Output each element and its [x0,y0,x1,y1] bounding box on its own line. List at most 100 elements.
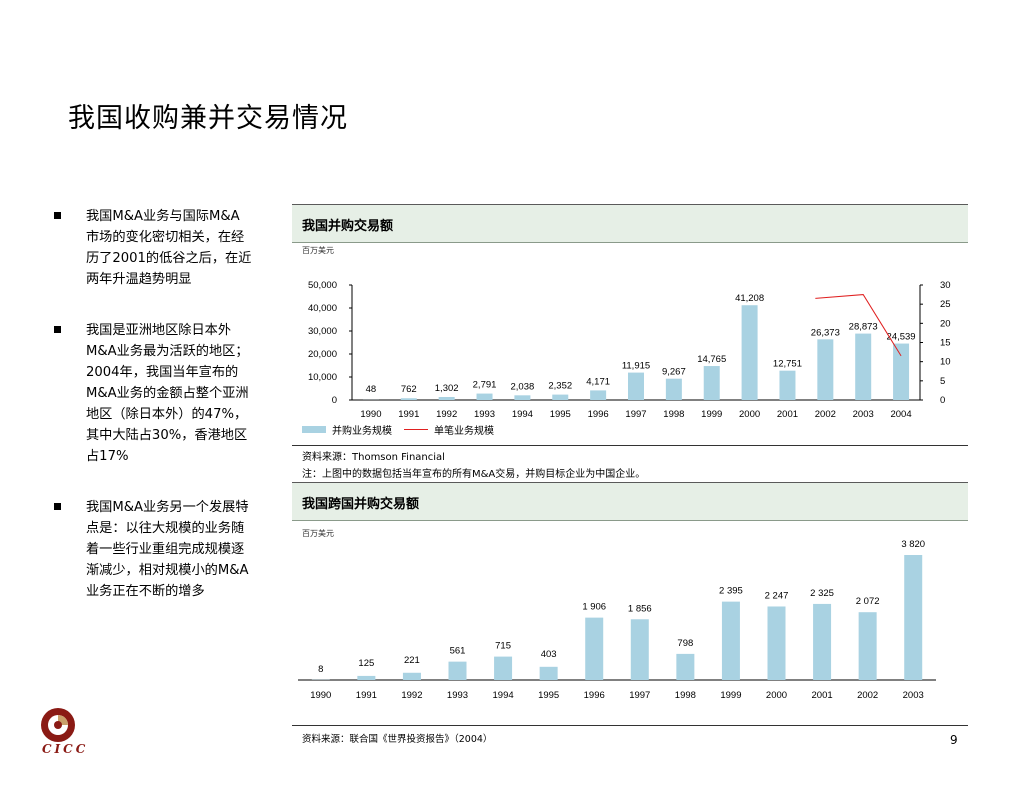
y2-tick-label: 30 [940,280,951,291]
data-label: 2,791 [473,380,497,391]
bar [767,606,786,680]
bar [817,339,834,400]
chart1-source: 资料来源：Thomson Financial [302,452,445,463]
bullet-list: 我国M&A业务与国际M&A市场的变化密切相关，在经历了2001的低谷之后，在近两… [52,206,252,632]
data-label: 2,038 [511,381,535,392]
page-title: 我国收购兼并交易情况 [68,103,348,134]
x-tick-label: 2002 [815,409,836,420]
bar [630,619,649,680]
data-label: 2 395 [719,586,743,597]
y2-tick-label: 5 [940,376,945,387]
square-bullet-icon [54,326,61,333]
data-label: 3 820 [901,539,925,550]
data-label: 561 [450,646,466,657]
divider [292,725,968,726]
chart1-note: 注：上图中的数据包括当年宣布的所有M&A交易，并购目标企业为中国企业。 [302,469,646,480]
bullet-item: 我国M&A业务另一个发展特点是：以往大规模的业务随着一些行业重组完成规模逐渐减少… [52,497,252,602]
chart2-source: 资料来源：联合国《世界投资报告》（2004） [302,734,493,745]
x-tick-label: 2004 [890,409,911,420]
x-tick-label: 2001 [812,690,833,701]
bullet-text: 我国M&A业务与国际M&A市场的变化密切相关，在经历了2001的低谷之后，在近两… [86,209,252,287]
data-label: 715 [495,641,511,652]
bar [400,398,417,400]
x-tick-label: 1991 [356,690,377,701]
bar [438,397,455,400]
chart2-unit: 百万美元 [302,529,334,538]
x-tick-label: 1992 [401,690,422,701]
x-tick-label: 2000 [766,690,787,701]
square-bullet-icon [54,503,61,510]
x-tick-label: 1995 [538,690,559,701]
data-label: 4,171 [586,376,610,387]
x-tick-label: 1991 [398,409,419,420]
data-label: 2 325 [810,588,834,599]
y2-tick-label: 15 [940,338,951,349]
bar [402,672,421,680]
y-tick-label: 10,000 [308,372,337,383]
bar [590,390,607,400]
divider [292,445,968,446]
x-tick-label: 1999 [701,409,722,420]
data-label: 1,302 [435,383,459,394]
x-tick-label: 1993 [447,690,468,701]
bar [514,395,531,400]
data-label: 28,873 [849,322,878,333]
chart2-svg: 8 1990 125 1991 221 1992 561 1993 715 1994 403 1995… [298,539,936,701]
data-label: 403 [541,649,557,660]
data-label: 11,915 [622,361,650,372]
chart1-legend: 并购业务规模 单笔业务规模 [302,422,494,437]
bullet-item: 我国是亚洲地区除日本外M&A业务最为活跃的地区；2004年，我国当年宣布的M&A… [52,320,252,467]
y-tick-label: 40,000 [308,303,337,314]
data-label: 41,208 [735,293,764,304]
legend-bar-label: 并购业务规模 [332,426,392,437]
bar [741,305,758,400]
x-tick-label: 2002 [857,690,878,701]
data-label: 1 856 [628,603,652,614]
bar [858,612,877,680]
series-line [815,294,902,357]
data-label: 221 [404,655,420,666]
x-tick-label: 2003 [903,690,924,701]
y-tick-label: 0 [332,395,337,406]
data-label: 14,765 [697,354,726,365]
x-tick-label: 2000 [739,409,760,420]
data-label: 2 072 [856,596,880,607]
logo-text: CICC [42,742,89,756]
y2-tick-label: 25 [940,299,951,310]
bar [552,394,569,400]
x-tick-label: 1996 [588,409,609,420]
page-number: 9 [950,733,958,747]
chart2-header: 我国跨国并购交易额 [292,482,968,521]
x-tick-label: 1994 [493,690,514,701]
chart1-svg: 0 10,000 20,000 30,000 40,000 50,000 0 5 10 15 20 2… [308,280,951,420]
square-bullet-icon [54,212,61,219]
x-tick-label: 1999 [720,690,741,701]
data-label: 125 [358,658,374,669]
y2-tick-label: 0 [940,395,945,406]
bullet-item: 我国M&A业务与国际M&A市场的变化密切相关，在经历了2001的低谷之后，在近两… [52,206,252,290]
bar [539,666,558,680]
bar [813,603,832,680]
bar [476,393,493,400]
data-label: 798 [677,638,693,649]
x-tick-label: 1997 [625,409,646,420]
bar [628,372,644,400]
data-label: 48 [366,384,377,395]
bar [721,601,740,680]
y-tick-label: 30,000 [308,326,337,337]
x-tick-label: 1998 [663,409,684,420]
bar [904,555,923,680]
bar [855,333,872,400]
y-tick-label: 20,000 [308,349,337,360]
x-tick-label: 1996 [584,690,605,701]
x-tick-label: 1993 [474,409,495,420]
bar [585,617,604,680]
chart2-header-title: 我国跨国并购交易额 [302,497,420,512]
x-tick-label: 1992 [436,409,457,420]
x-tick-label: 1990 [360,409,381,420]
y2-tick-label: 20 [940,318,951,329]
bar [779,370,796,400]
data-label: 12,751 [773,359,802,370]
chart1-header-title: 我国并购交易额 [302,219,394,234]
data-label: 8 [318,664,323,675]
